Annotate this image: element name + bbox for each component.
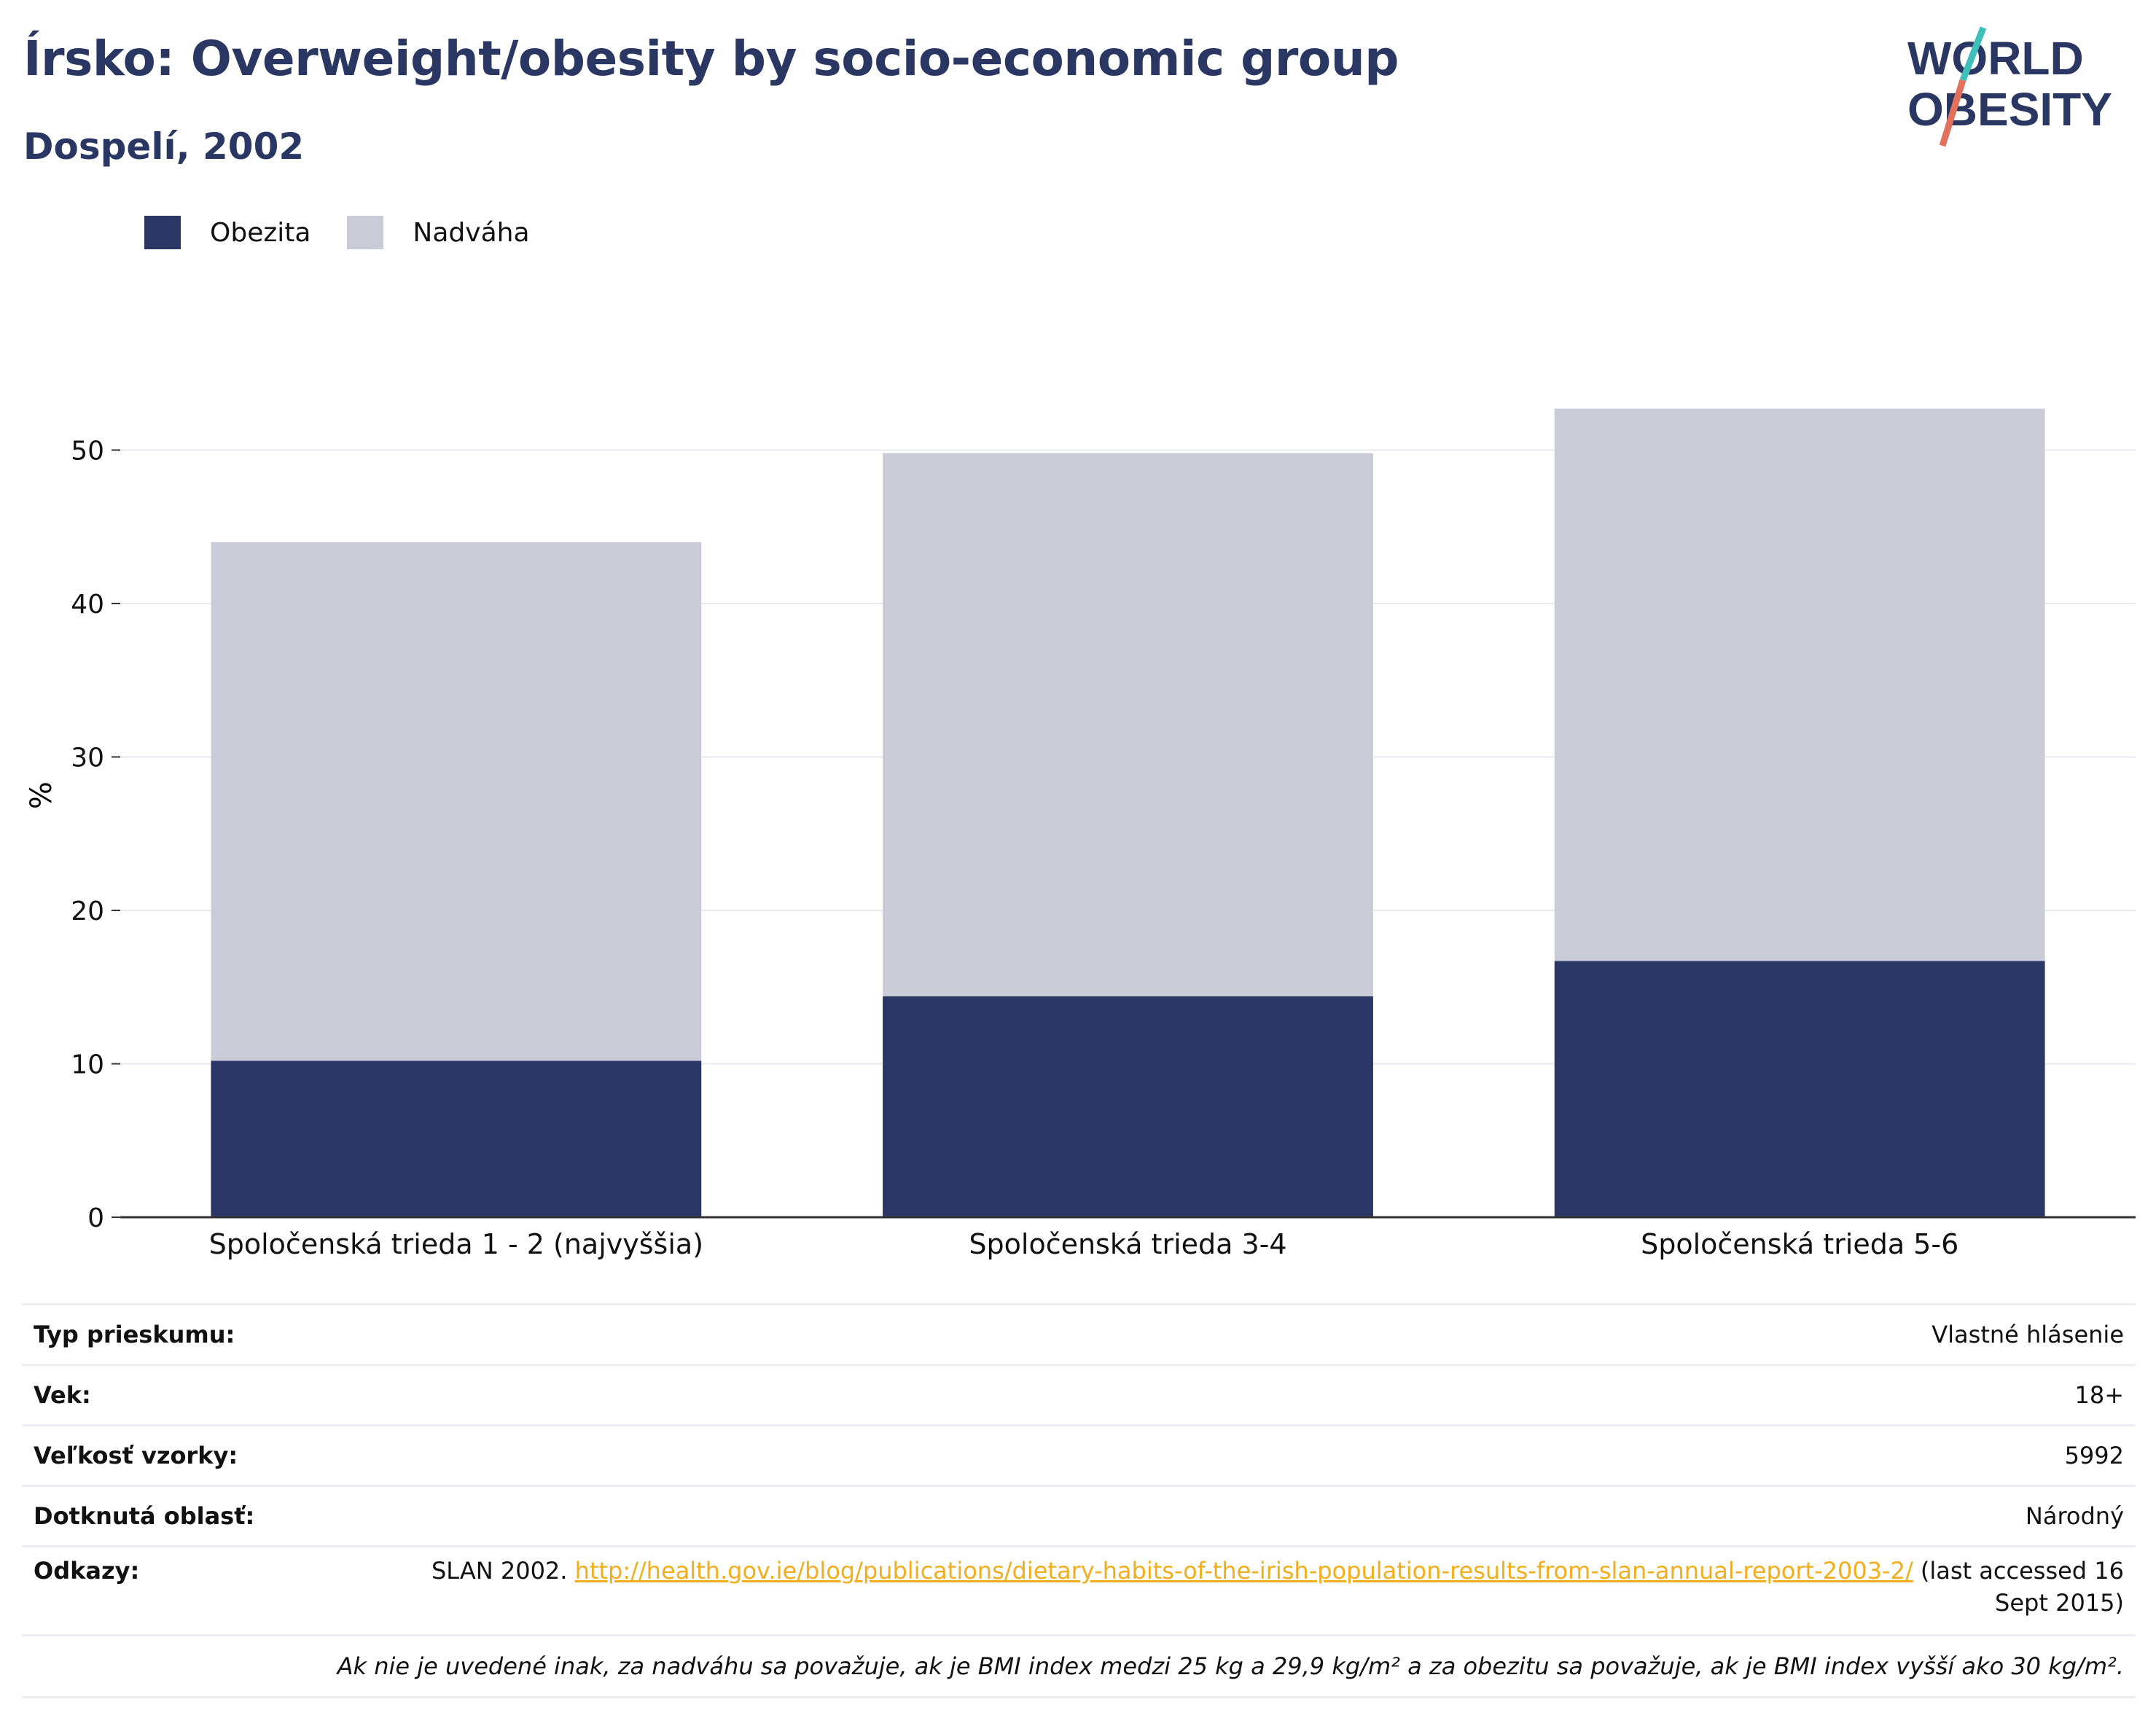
y-axis-ticks: 0 10 20 30 40 50 xyxy=(71,437,120,1233)
legend-item-overweight: Nadváha xyxy=(347,216,530,249)
x-tick-label: Spoločenská trieda 5-6 xyxy=(1641,1228,1958,1260)
legend-item-obesity: Obezita xyxy=(144,216,310,249)
bar-obesity xyxy=(883,996,1373,1217)
references-label: Odkazy: xyxy=(34,1557,140,1585)
x-tick-label: Spoločenská trieda 3-4 xyxy=(969,1228,1286,1260)
references-prefix: SLAN 2002. xyxy=(431,1557,568,1585)
legend-label-obesity: Obezita xyxy=(210,217,311,248)
sample-size-label: Veľkosť vzorky: xyxy=(34,1442,238,1469)
world-obesity-logo: WORLD OBESITY xyxy=(1907,26,2112,147)
y-tick-label: 30 xyxy=(71,743,104,773)
survey-type-value: Vlastné hlásenie xyxy=(1932,1321,2124,1348)
info-row-age: Vek: 18+ xyxy=(22,1364,2136,1424)
bar-overweight xyxy=(211,542,702,1061)
age-value: 18+ xyxy=(2074,1381,2124,1409)
info-table: Typ prieskumu: Vlastné hlásenie Vek: 18+… xyxy=(22,1303,2136,1698)
x-axis-ticks: Spoločenská trieda 1 - 2 (najvyššia) Spol… xyxy=(209,1228,1959,1260)
chart-subtitle: Dospelí, 2002 xyxy=(23,125,305,168)
area-value: Národný xyxy=(2025,1502,2124,1530)
logo-line1: WORLD xyxy=(1907,32,2084,85)
bars xyxy=(211,408,2045,1217)
y-tick-label: 40 xyxy=(71,590,104,620)
age-label: Vek: xyxy=(34,1381,91,1409)
y-tick-label: 20 xyxy=(71,897,104,926)
info-row-sample-size: Veľkosť vzorky: 5992 xyxy=(22,1424,2136,1485)
bar-obesity xyxy=(211,1061,702,1217)
legend-label-overweight: Nadváha xyxy=(413,217,530,248)
bar-obesity xyxy=(1554,961,2045,1217)
info-row-note: Ak nie je uvedené inak, za nadváhu sa po… xyxy=(22,1634,2136,1698)
chart-legend: Obezita Nadváha xyxy=(144,216,566,249)
y-tick-label: 50 xyxy=(71,437,104,466)
bar-overweight xyxy=(883,453,1373,996)
references-link[interactable]: http://health.gov.ie/blog/publications/d… xyxy=(574,1557,1913,1585)
y-tick-label: 10 xyxy=(71,1050,104,1080)
x-tick-label: Spoločenská trieda 1 - 2 (najvyššia) xyxy=(209,1228,703,1260)
y-tick-label: 0 xyxy=(87,1203,104,1233)
chart-title: Írsko: Overweight/obesity by socio-econo… xyxy=(23,31,1399,87)
survey-type-label: Typ prieskumu: xyxy=(34,1321,235,1348)
info-row-area: Dotknutá oblasť: Národný xyxy=(22,1485,2136,1545)
sample-size-value: 5992 xyxy=(2064,1442,2124,1469)
references-suffix: (last accessed 16 Sept 2015) xyxy=(1920,1557,2124,1617)
bar-chart: 0 10 20 30 40 50 Spoločenská trieda 1 - 2 (na… xyxy=(25,408,2136,1260)
references-value: SLAN 2002. http://health.gov.ie/blog/pub… xyxy=(375,1555,2136,1619)
bmi-note: Ak nie je uvedené inak, za nadváhu sa po… xyxy=(337,1652,2124,1680)
legend-swatch-obesity xyxy=(144,216,181,249)
legend-swatch-overweight xyxy=(347,216,384,249)
info-row-references: Odkazy: SLAN 2002. http://health.gov.ie/… xyxy=(22,1545,2136,1634)
logo-line2: OBESITY xyxy=(1907,83,2112,136)
area-label: Dotknutá oblasť: xyxy=(34,1502,255,1530)
info-row-survey-type: Typ prieskumu: Vlastné hlásenie xyxy=(22,1303,2136,1364)
y-axis-label: % xyxy=(25,781,58,809)
logo-slash-teal xyxy=(1959,26,1987,82)
bar-overweight xyxy=(1554,408,2045,961)
logo-slash-coral xyxy=(1939,79,1966,147)
